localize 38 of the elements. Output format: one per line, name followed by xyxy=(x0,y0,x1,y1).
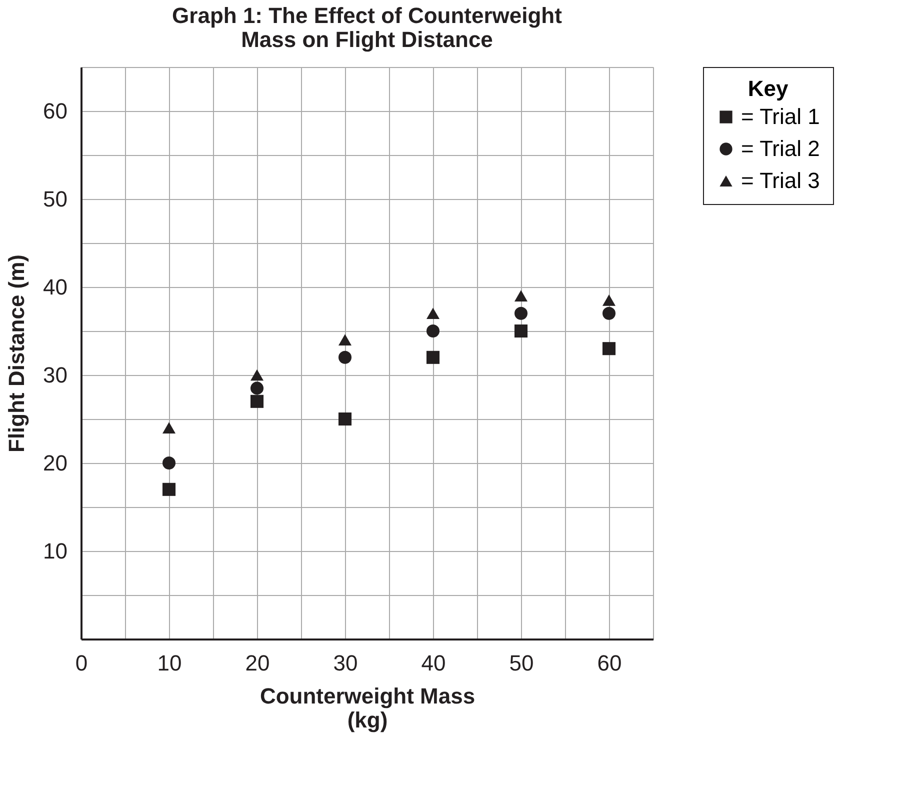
point xyxy=(162,456,176,470)
x-tick-label: 60 xyxy=(597,650,622,676)
x-tick-label: 40 xyxy=(421,650,446,676)
point xyxy=(338,350,352,364)
legend-label: = Trial 1 xyxy=(741,104,820,129)
y-tick-label: 10 xyxy=(43,538,68,564)
y-tick-label: 40 xyxy=(43,274,68,300)
y-tick-label: 30 xyxy=(43,362,68,388)
x-axis-title: Counterweight Mass (kg) xyxy=(260,684,476,732)
legend-title: Key xyxy=(748,76,789,101)
x-tick-label: 10 xyxy=(157,650,182,676)
point xyxy=(162,482,176,496)
point xyxy=(426,350,440,364)
y-tick-label: 20 xyxy=(43,450,68,476)
point xyxy=(250,369,264,381)
x-tick-label: 50 xyxy=(509,650,534,676)
point xyxy=(602,294,616,306)
chart-title: Graph 1: The Effect of Counterweight Mass on Flight Distance xyxy=(172,3,563,52)
point xyxy=(250,382,264,395)
point xyxy=(514,306,528,320)
point xyxy=(602,342,616,356)
y-tick-label: 50 xyxy=(43,186,68,212)
point xyxy=(514,324,528,338)
point xyxy=(338,412,352,426)
x-tick-label: 0 xyxy=(75,650,88,676)
y-tick-label: 60 xyxy=(43,98,68,124)
legend-label: = Trial 2 xyxy=(741,136,820,161)
legend-label: = Trial 3 xyxy=(741,168,820,193)
point xyxy=(514,290,528,302)
point xyxy=(338,334,352,346)
x-tick-label: 30 xyxy=(333,650,358,676)
point xyxy=(162,422,176,434)
point xyxy=(602,306,616,320)
y-axis-title: Flight Distance (m) xyxy=(4,254,30,453)
x-tick-label: 20 xyxy=(245,650,270,676)
point xyxy=(426,308,440,320)
point xyxy=(250,394,264,408)
point xyxy=(426,324,440,338)
